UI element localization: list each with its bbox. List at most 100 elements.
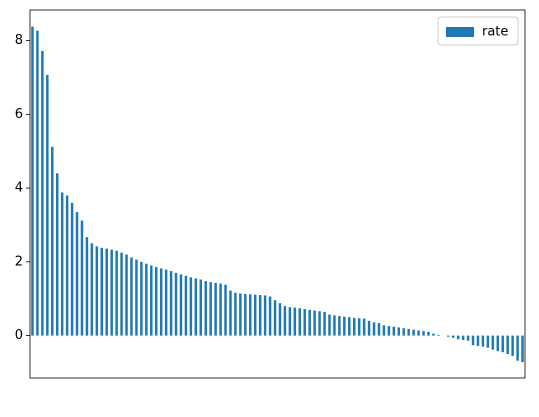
- bar: [244, 293, 247, 336]
- bar: [357, 318, 361, 336]
- bar: [105, 248, 108, 336]
- bar: [437, 334, 440, 336]
- bar: [80, 220, 84, 336]
- bar: [258, 295, 262, 336]
- bar: [194, 278, 198, 336]
- bar: [377, 323, 381, 336]
- bar: [239, 293, 242, 336]
- legend-box: [437, 16, 519, 46]
- bar: [85, 237, 89, 336]
- y-tick-label: 8: [15, 33, 23, 48]
- bar: [110, 249, 113, 336]
- bar: [298, 308, 302, 336]
- y-tick-label: 6: [15, 107, 23, 122]
- bar: [268, 296, 272, 336]
- bar: [511, 335, 514, 356]
- bar: [55, 173, 59, 336]
- bar: [41, 50, 44, 336]
- bar: [422, 331, 425, 336]
- bar: [476, 335, 480, 346]
- bar: [31, 26, 34, 336]
- bar: [447, 335, 450, 337]
- bar: [214, 282, 217, 336]
- bar: [75, 212, 79, 336]
- bar: [209, 282, 212, 336]
- bar: [412, 329, 415, 336]
- bar: [164, 269, 168, 336]
- bar: [486, 335, 490, 348]
- bar: [333, 315, 336, 336]
- bar: [179, 274, 183, 336]
- bar: [481, 335, 485, 347]
- bar: [95, 246, 99, 336]
- bar: [402, 328, 405, 336]
- bar: [115, 250, 118, 336]
- bar: [338, 316, 341, 336]
- bar: [328, 314, 331, 336]
- bar: [466, 335, 470, 341]
- bar: [432, 333, 435, 336]
- bar: [461, 335, 465, 341]
- bar: [219, 283, 222, 336]
- bar: [253, 294, 257, 336]
- bar: [288, 307, 292, 336]
- bar: [456, 335, 460, 340]
- bar: [249, 294, 252, 336]
- bar: [516, 335, 519, 361]
- bar: [46, 74, 49, 336]
- bar: [313, 310, 316, 336]
- bar: [145, 263, 148, 336]
- bar: [471, 335, 475, 346]
- bar: [343, 316, 346, 336]
- bar: [150, 265, 153, 336]
- bar: [65, 195, 69, 336]
- bar: [387, 326, 391, 336]
- bar: [120, 252, 123, 336]
- bar: [234, 292, 237, 336]
- bar: [100, 247, 104, 336]
- bar: [318, 311, 321, 336]
- bar: [199, 279, 203, 336]
- legend-swatch: [446, 27, 474, 37]
- bar: [36, 30, 39, 336]
- bar: [367, 320, 371, 336]
- bar: [184, 275, 188, 336]
- bar: [273, 300, 277, 336]
- bar: [159, 268, 163, 336]
- bar: [140, 261, 143, 336]
- bar: [60, 192, 64, 336]
- bar: [506, 335, 509, 355]
- bar: [51, 146, 54, 336]
- bar: [352, 317, 356, 336]
- bar: [283, 306, 287, 336]
- bar: [427, 331, 430, 336]
- bar: [293, 307, 297, 336]
- y-tick-label: 2: [15, 254, 23, 269]
- bar: [70, 202, 74, 336]
- bar: [189, 277, 193, 336]
- bar: [303, 309, 306, 336]
- bar: [417, 330, 420, 336]
- bar: [407, 328, 410, 336]
- bar: [169, 271, 173, 336]
- bar: [174, 272, 178, 336]
- bar: [135, 259, 138, 336]
- bar: [229, 290, 232, 336]
- bar: [278, 303, 282, 336]
- bar: [496, 335, 500, 352]
- bar: [501, 335, 504, 353]
- bar: [372, 322, 376, 336]
- axes-frame: [29, 9, 526, 379]
- bar: [204, 281, 207, 336]
- bar: [323, 311, 326, 336]
- legend-label: rate: [482, 25, 508, 40]
- bar: [362, 318, 366, 336]
- bar: [125, 254, 128, 336]
- bar: [154, 267, 158, 336]
- bar: [451, 335, 455, 338]
- bar: [90, 243, 94, 336]
- bar: [521, 335, 524, 363]
- y-tick-label: 4: [15, 181, 23, 196]
- bar: [348, 317, 351, 336]
- bar: [263, 295, 267, 336]
